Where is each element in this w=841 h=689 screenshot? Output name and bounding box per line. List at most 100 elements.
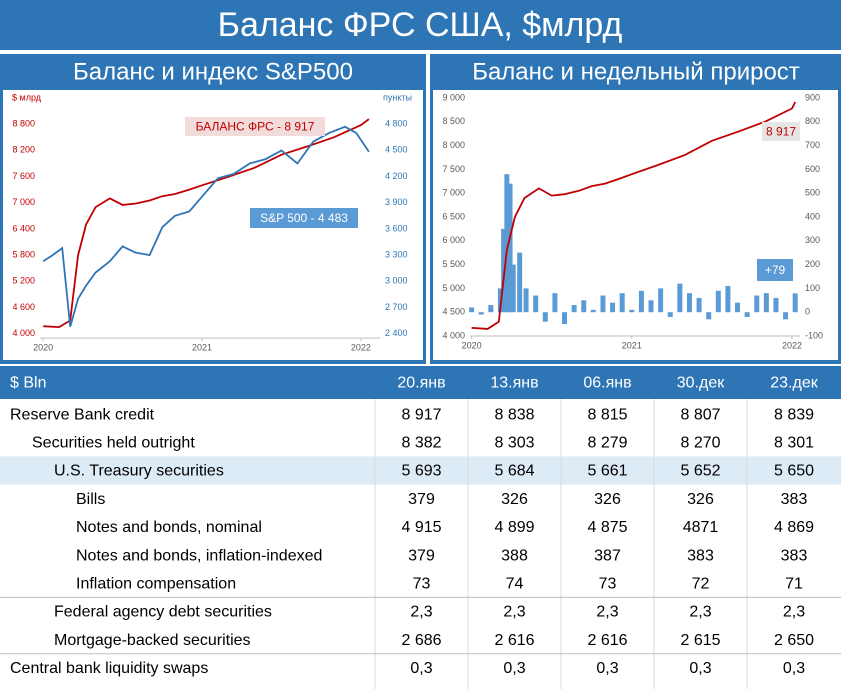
- cell: 4 899: [494, 519, 534, 536]
- bar: [533, 295, 539, 313]
- bar: [610, 302, 616, 313]
- row-label: Mortgage-backed securities: [54, 632, 251, 649]
- row-label: Central bank liquidity swaps: [10, 660, 208, 677]
- bar: [706, 312, 712, 320]
- cell: 2 686: [401, 632, 441, 649]
- y-tick-label: 7 600: [12, 171, 35, 181]
- cell: 5 650: [774, 463, 814, 480]
- cell: 2,3: [503, 604, 525, 621]
- line-series: [42, 125, 370, 327]
- cell: 326: [501, 491, 528, 508]
- cell: 5 693: [401, 463, 441, 480]
- y-tick-label: 6 500: [442, 211, 465, 221]
- row-label: Bills: [76, 491, 105, 508]
- y-tick-label: 8 000: [442, 140, 465, 150]
- bar: [638, 290, 644, 313]
- row-label: Notes and bonds, nominal: [76, 519, 262, 536]
- y2-tick-label: 500: [805, 188, 820, 198]
- row-label: Federal agency debt securities: [54, 604, 272, 621]
- cell: 4 875: [587, 519, 627, 536]
- y-tick-label: 4 000: [442, 330, 465, 340]
- table-panel: [0, 364, 841, 689]
- bar: [658, 288, 664, 313]
- cell: 383: [687, 547, 714, 564]
- cell: 326: [687, 491, 714, 508]
- y2-tick-label: 3 600: [385, 223, 408, 233]
- bar: [581, 300, 587, 313]
- y2-tick-label: 2 700: [385, 302, 408, 312]
- cell: 8 839: [774, 406, 814, 423]
- line-series: [43, 118, 370, 329]
- y2-tick-label: 4 800: [385, 119, 408, 129]
- y-tick-label: 9 000: [442, 92, 465, 102]
- bar: [754, 295, 760, 313]
- x-tick-label: 2022: [351, 342, 371, 352]
- annotation: БАЛАНС ФРС - 8 917: [196, 120, 315, 134]
- cell: 71: [785, 576, 803, 593]
- row-label: U.S. Treasury securities: [54, 463, 224, 480]
- header-cell: 13.янв: [490, 375, 538, 392]
- annotation-box: [250, 208, 358, 228]
- cell: 0,3: [783, 660, 805, 677]
- y2-tick-label: 300: [805, 235, 820, 245]
- y-tick-label: 8 800: [12, 119, 35, 129]
- cell: 73: [413, 576, 431, 593]
- cell: 387: [594, 547, 621, 564]
- cell: 73: [599, 576, 617, 593]
- y-tick-label: 7 500: [442, 164, 465, 174]
- row-highlight: [0, 456, 841, 485]
- line-series: [471, 101, 797, 330]
- bar: [792, 293, 798, 313]
- bar: [667, 312, 673, 317]
- bar: [517, 252, 523, 313]
- cell: 8 303: [494, 435, 534, 452]
- cell: 8 815: [587, 406, 627, 423]
- cell: 0,3: [410, 660, 432, 677]
- bar: [677, 283, 683, 313]
- y-tick-label: 4 500: [442, 307, 465, 317]
- y-tick-label: 5 000: [442, 283, 465, 293]
- header-cell: 06.янв: [583, 375, 631, 392]
- y-tick-label: 7 000: [12, 197, 35, 207]
- y2-tick-label: 100: [805, 283, 820, 293]
- y2-tick-label: 3 000: [385, 276, 408, 286]
- y-tick-label: 7 000: [442, 188, 465, 198]
- bar: [735, 302, 741, 313]
- cell: 388: [501, 547, 528, 564]
- y2-tick-label: 2 400: [385, 328, 408, 338]
- y-tick-label: 6 000: [442, 235, 465, 245]
- y-tick-label: 4 000: [12, 328, 35, 338]
- y2-tick-label: 900: [805, 92, 820, 102]
- y2-tick-label: 3 300: [385, 249, 408, 259]
- cell: 2 616: [494, 632, 534, 649]
- cell: 4871: [683, 519, 719, 536]
- bar: [773, 297, 779, 313]
- separator: [0, 50, 841, 54]
- bar: [629, 309, 635, 313]
- bar: [542, 312, 548, 322]
- cell: 2,3: [689, 604, 711, 621]
- cell: 379: [408, 547, 435, 564]
- cell: 4 915: [401, 519, 441, 536]
- bar: [763, 293, 769, 313]
- cell: 0,3: [689, 660, 711, 677]
- bar: [510, 264, 516, 313]
- cell: 379: [408, 491, 435, 508]
- bar: [562, 312, 568, 325]
- bar: [507, 183, 513, 313]
- separator: [426, 54, 430, 364]
- cell: 8 301: [774, 435, 814, 452]
- cell: 8 807: [680, 406, 720, 423]
- annotation: +79: [765, 263, 786, 277]
- chart-title: Баланс и индекс S&P500: [73, 58, 353, 85]
- y2-tick-label: 600: [805, 164, 820, 174]
- bar: [619, 293, 625, 313]
- cell: 2 615: [680, 632, 720, 649]
- bar: [725, 286, 731, 313]
- cell: 8 838: [494, 406, 534, 423]
- bar: [488, 305, 494, 313]
- y2-tick-label: 3 900: [385, 197, 408, 207]
- x-tick-label: 2020: [462, 340, 482, 350]
- cell: 4 869: [774, 519, 814, 536]
